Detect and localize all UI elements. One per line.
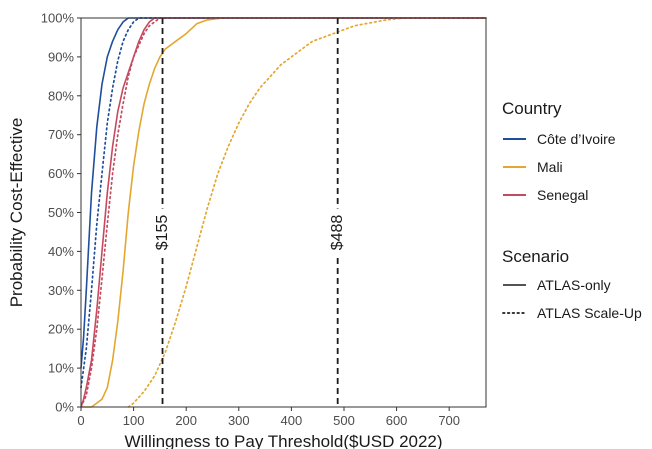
y-tick-label-7: 70% [48, 127, 74, 142]
legend-scenario: Scenario ATLAS-only ATLAS Scale-Up [502, 247, 642, 321]
legend-country-label-2: Senegal [537, 187, 588, 203]
y-tick-label-1: 10% [48, 361, 74, 376]
y-axis: 0% 10% 20% 30% 40% 50% 60% 70% 80% 90% 100% [41, 11, 81, 415]
y-tick-label-10: 100% [41, 11, 75, 26]
series-line-senegal-scale-up [80, 17, 487, 408]
y-tick-label-9: 90% [48, 49, 74, 64]
reference-label-0: $155 [154, 215, 171, 251]
y-tick-label-5: 50% [48, 205, 74, 220]
x-tick-label-7: 700 [438, 413, 460, 428]
reference-label-bg-1 [327, 208, 348, 257]
x-axis-title: Willingness to Pay Threshold($USD 2022) [124, 432, 442, 449]
legend-country-label-1: Mali [537, 159, 563, 175]
plot-background [81, 18, 486, 407]
legend-country: Country Côte d’Ivoire Mali Senegal [502, 99, 616, 203]
y-tick-label-0: 0% [55, 400, 74, 415]
y-axis-title: Probability Cost-Effective [7, 118, 26, 308]
x-tick-label-3: 300 [228, 413, 250, 428]
reference-lines: $155 $488 [152, 18, 348, 407]
plot-area [81, 18, 486, 407]
y-tick-label-4: 40% [48, 244, 74, 259]
x-tick-label-5: 500 [333, 413, 355, 428]
x-tick-label-1: 100 [123, 413, 145, 428]
legend-scenario-label-1: ATLAS Scale-Up [537, 305, 642, 321]
reference-label-1: $488 [329, 215, 346, 251]
reference-label-bg-0 [152, 208, 173, 257]
legend-country-title: Country [502, 99, 562, 118]
series-line-mali-scale-up [127, 17, 487, 408]
x-tick-label-6: 600 [386, 413, 408, 428]
legend-scenario-title: Scenario [502, 247, 569, 266]
x-tick-label-4: 400 [281, 413, 303, 428]
legend-scenario-label-0: ATLAS-only [537, 277, 611, 293]
y-tick-label-2: 20% [48, 322, 74, 337]
series-line-mali-atlas-only [81, 17, 486, 408]
y-tick-label-3: 30% [48, 283, 74, 298]
x-tick-label-0: 0 [77, 413, 84, 428]
y-tick-label-6: 60% [48, 166, 74, 181]
x-axis: 0 100 200 300 400 500 600 700 [77, 407, 460, 428]
x-tick-label-2: 200 [175, 413, 197, 428]
legend-country-label-0: Côte d’Ivoire [537, 131, 616, 147]
y-tick-label-8: 80% [48, 88, 74, 103]
